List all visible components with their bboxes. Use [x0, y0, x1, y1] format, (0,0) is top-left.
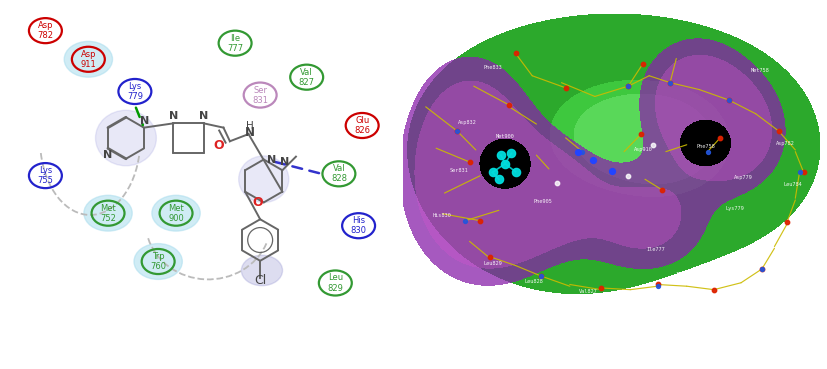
Point — [459, 218, 472, 224]
Point — [551, 180, 564, 186]
Text: Lys
755: Lys 755 — [37, 166, 53, 185]
Point — [755, 266, 768, 272]
Point — [636, 61, 649, 67]
Point — [622, 83, 635, 89]
Text: Lys779: Lys779 — [725, 206, 744, 211]
Text: N: N — [280, 157, 289, 168]
Point — [586, 157, 600, 163]
Point — [622, 173, 635, 179]
Text: Ile825: Ile825 — [676, 272, 694, 277]
Point — [509, 51, 522, 56]
Ellipse shape — [152, 195, 200, 231]
Point — [707, 287, 720, 293]
Text: N: N — [199, 111, 208, 121]
Text: N: N — [245, 126, 255, 139]
Text: Ile
777: Ile 777 — [227, 34, 243, 53]
Point — [499, 161, 512, 167]
Point — [576, 149, 589, 155]
Ellipse shape — [241, 255, 283, 286]
Point — [492, 176, 505, 182]
Text: Glu
826: Glu 826 — [354, 116, 370, 135]
Text: Val
828: Val 828 — [331, 164, 347, 183]
Point — [534, 273, 547, 279]
Text: Met
752: Met 752 — [100, 204, 116, 223]
Point — [701, 149, 715, 155]
Text: Trp
760: Trp 760 — [151, 252, 166, 271]
Point — [605, 168, 618, 173]
Point — [651, 282, 664, 287]
Point — [714, 135, 727, 141]
Point — [663, 80, 676, 86]
Text: Cl: Cl — [254, 274, 266, 287]
Point — [503, 102, 516, 108]
Text: Leu784: Leu784 — [784, 182, 803, 187]
Text: Phe758: Phe758 — [696, 144, 715, 149]
Point — [463, 159, 476, 165]
Point — [722, 97, 735, 103]
Text: Lys
779: Lys 779 — [127, 82, 143, 101]
Point — [571, 149, 585, 155]
Point — [772, 128, 785, 134]
Text: Leu828: Leu828 — [525, 279, 543, 283]
Point — [722, 97, 735, 103]
Text: Leu
829: Leu 829 — [327, 273, 343, 293]
Text: Met758: Met758 — [750, 68, 769, 73]
Text: O: O — [252, 196, 263, 209]
Point — [797, 169, 810, 175]
Text: Asp
911: Asp 911 — [80, 50, 96, 69]
Ellipse shape — [95, 110, 156, 166]
Text: Val827: Val827 — [579, 289, 598, 294]
Point — [634, 131, 648, 137]
Point — [451, 128, 464, 134]
Point — [755, 266, 768, 272]
Text: Met900: Met900 — [495, 134, 514, 139]
Ellipse shape — [134, 244, 182, 279]
Text: H: H — [246, 121, 254, 131]
Text: Glu826: Glu826 — [629, 303, 648, 308]
Point — [509, 169, 522, 175]
Text: Ser831: Ser831 — [450, 168, 469, 173]
Text: Asp782: Asp782 — [776, 141, 794, 145]
Text: N: N — [169, 111, 178, 121]
Text: Asp779: Asp779 — [734, 175, 753, 180]
Point — [559, 85, 572, 91]
Point — [504, 151, 518, 156]
Text: N: N — [103, 150, 112, 160]
Text: Val
827: Val 827 — [299, 68, 315, 87]
Point — [486, 169, 500, 175]
Ellipse shape — [65, 41, 112, 77]
Text: Asp832: Asp832 — [458, 120, 477, 125]
Point — [781, 220, 794, 225]
Point — [595, 285, 608, 291]
Text: Ser
831: Ser 831 — [252, 86, 268, 104]
Text: N: N — [141, 116, 150, 126]
Text: Leu829: Leu829 — [483, 261, 502, 266]
Text: His
830: His 830 — [351, 216, 366, 235]
Point — [622, 83, 635, 89]
Ellipse shape — [239, 156, 289, 203]
Point — [647, 142, 660, 148]
Point — [651, 283, 664, 289]
Point — [451, 128, 464, 134]
Point — [473, 218, 486, 224]
Point — [534, 273, 547, 279]
Text: Ile777: Ile777 — [646, 248, 665, 252]
Text: Phe905: Phe905 — [533, 199, 552, 204]
Text: His830: His830 — [433, 213, 452, 218]
Text: Asp
782: Asp 782 — [37, 21, 54, 40]
Ellipse shape — [84, 195, 132, 231]
Point — [655, 187, 668, 193]
Point — [484, 254, 497, 260]
Text: Met
900: Met 900 — [168, 204, 184, 223]
Text: O: O — [213, 139, 224, 152]
Text: N: N — [266, 155, 276, 165]
Point — [495, 152, 508, 158]
Text: Phe833: Phe833 — [483, 65, 502, 70]
Point — [793, 169, 806, 175]
Text: Asp910: Asp910 — [633, 148, 653, 152]
Point — [663, 80, 676, 86]
